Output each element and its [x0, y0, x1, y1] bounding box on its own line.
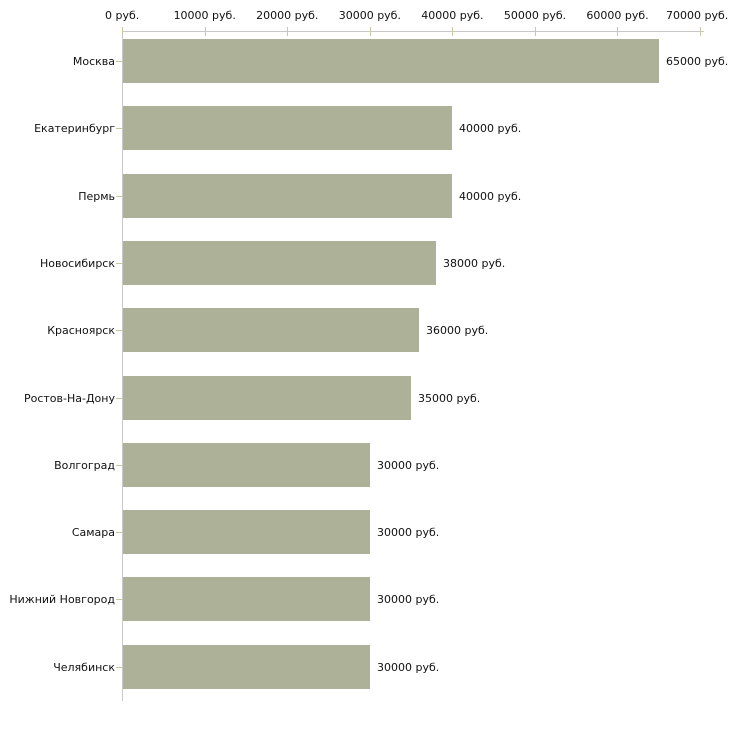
x-axis-line — [122, 31, 704, 32]
category-label: Челябинск — [53, 661, 115, 674]
category-tick-mark — [116, 599, 122, 600]
x-axis-tick-label: 30000 руб. — [338, 9, 401, 22]
category-label: Новосибирск — [39, 257, 115, 270]
x-axis-tick-label: 10000 руб. — [173, 9, 236, 22]
bar — [123, 443, 370, 487]
category-tick-mark — [116, 128, 122, 129]
bar — [123, 376, 411, 420]
category-label: Самара — [71, 526, 115, 539]
value-label: 65000 руб. — [666, 55, 729, 68]
value-label: 40000 руб. — [459, 190, 522, 203]
category-label: Екатеринбург — [34, 122, 115, 135]
x-axis-tick-mark — [204, 27, 206, 36]
category-label: Красноярск — [47, 324, 115, 337]
value-label: 38000 руб. — [443, 257, 506, 270]
bar — [123, 510, 370, 554]
value-label: 35000 руб. — [418, 392, 481, 405]
x-axis-tick-mark — [452, 27, 454, 36]
bar — [123, 241, 436, 285]
x-axis-tick-label: 0 руб. — [105, 9, 140, 22]
x-axis-tick-mark — [287, 27, 289, 36]
category-label: Нижний Новгород — [9, 593, 115, 606]
bar — [123, 39, 659, 83]
bar — [123, 174, 452, 218]
category-tick-mark — [116, 398, 122, 399]
category-tick-mark — [116, 330, 122, 331]
value-label: 40000 руб. — [459, 122, 522, 135]
value-label: 36000 руб. — [426, 324, 489, 337]
x-axis-tick-label: 60000 руб. — [586, 9, 649, 22]
category-label: Москва — [72, 55, 115, 68]
bar — [123, 308, 419, 352]
category-tick-mark — [116, 196, 122, 197]
x-axis-tick-mark — [617, 27, 619, 36]
y-axis-line — [122, 31, 123, 701]
x-axis-tick-mark — [700, 27, 701, 36]
value-label: 30000 руб. — [377, 661, 440, 674]
value-label: 30000 руб. — [377, 459, 440, 472]
category-label: Пермь — [78, 190, 115, 203]
x-axis-tick-label: 20000 руб. — [256, 9, 319, 22]
category-tick-mark — [116, 61, 122, 62]
bar — [123, 577, 370, 621]
value-label: 30000 руб. — [377, 526, 440, 539]
category-tick-mark — [116, 532, 122, 533]
x-axis-tick-label: 70000 руб. — [666, 9, 729, 22]
bar — [123, 106, 452, 150]
value-label: 30000 руб. — [377, 593, 440, 606]
category-label: Волгоград — [54, 459, 115, 472]
x-axis-tick-mark — [369, 27, 371, 36]
x-axis-tick-mark — [122, 27, 123, 36]
x-axis-tick-mark — [534, 27, 536, 36]
category-tick-mark — [116, 465, 122, 466]
x-axis-tick-label: 50000 руб. — [503, 9, 567, 22]
category-tick-mark — [116, 263, 122, 264]
category-label: Ростов-На-Дону — [23, 392, 115, 405]
bar — [123, 645, 370, 689]
x-axis-tick-label: 40000 руб. — [421, 9, 484, 22]
category-tick-mark — [116, 667, 122, 668]
